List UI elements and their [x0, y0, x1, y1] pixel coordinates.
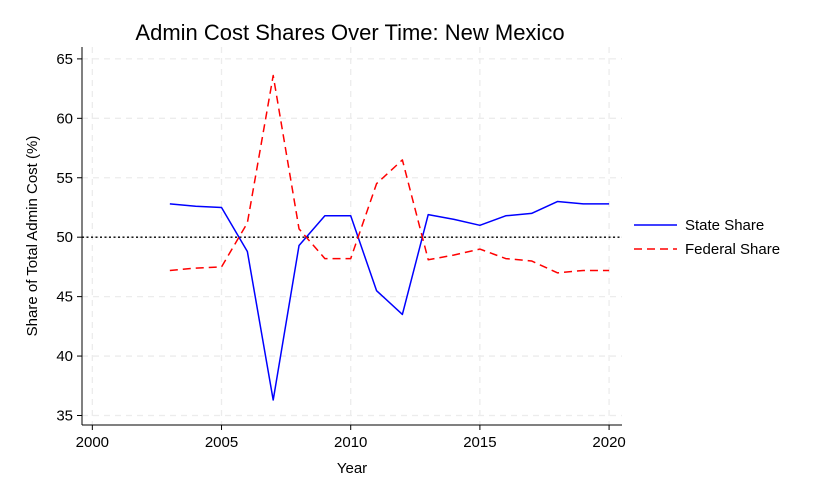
- x-tick-label: 2010: [334, 434, 367, 451]
- federal-share-line: [169, 74, 610, 274]
- legend-label: State Share: [685, 217, 764, 234]
- x-tick-label: 2020: [592, 434, 625, 451]
- legend: State Share Federal Share: [634, 217, 780, 258]
- y-tick-label: 50: [56, 229, 73, 246]
- y-tick-label: 55: [56, 170, 73, 187]
- state-share-line: [169, 200, 610, 401]
- y-tick-label: 60: [56, 110, 73, 127]
- x-axis-ticks: 2000 2005 2010 2015 2020: [76, 425, 626, 451]
- y-tick-label: 35: [56, 407, 73, 424]
- axes: [81, 47, 622, 426]
- x-axis-title: Year: [337, 460, 367, 477]
- legend-label: Federal Share: [685, 241, 780, 258]
- plot-area: [82, 47, 622, 425]
- y-axis-ticks: 35 40 45 50 55 60 65: [56, 51, 82, 424]
- x-tick-label: 2015: [463, 434, 496, 451]
- y-tick-label: 65: [56, 51, 73, 68]
- x-tick-label: 2000: [76, 434, 109, 451]
- y-axis-title: Share of Total Admin Cost (%): [24, 136, 41, 337]
- chart-title: Admin Cost Shares Over Time: New Mexico: [135, 20, 564, 45]
- y-tick-label: 40: [56, 348, 73, 365]
- series-group: [169, 74, 610, 401]
- x-tick-label: 2005: [205, 434, 238, 451]
- y-tick-label: 45: [56, 289, 73, 306]
